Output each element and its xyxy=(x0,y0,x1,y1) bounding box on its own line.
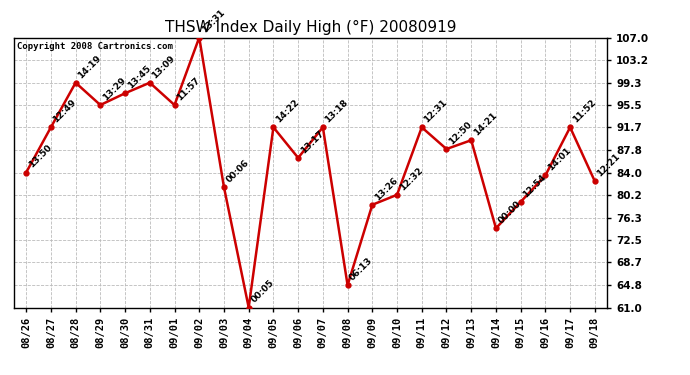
Text: 14:21: 14:21 xyxy=(472,111,498,138)
Text: 12:54: 12:54 xyxy=(521,172,548,199)
Text: 12:21: 12:21 xyxy=(595,152,622,178)
Text: 00:00: 00:00 xyxy=(497,199,523,225)
Title: THSW Index Daily High (°F) 20080919: THSW Index Daily High (°F) 20080919 xyxy=(165,20,456,35)
Text: 13:50: 13:50 xyxy=(27,143,53,170)
Text: 12:50: 12:50 xyxy=(447,120,473,146)
Text: 13:09: 13:09 xyxy=(150,53,177,80)
Text: 13:45: 13:45 xyxy=(126,64,152,90)
Text: 13:31: 13:31 xyxy=(200,8,226,35)
Text: 14:01: 14:01 xyxy=(546,146,573,172)
Text: Copyright 2008 Cartronics.com: Copyright 2008 Cartronics.com xyxy=(17,42,172,51)
Text: 00:05: 00:05 xyxy=(249,278,275,305)
Text: 12:49: 12:49 xyxy=(52,98,78,124)
Text: 12:31: 12:31 xyxy=(422,98,449,124)
Text: 13:26: 13:26 xyxy=(373,176,400,202)
Text: 13:17: 13:17 xyxy=(299,128,326,155)
Text: 06:13: 06:13 xyxy=(348,256,375,282)
Text: 11:52: 11:52 xyxy=(571,98,598,124)
Text: 00:06: 00:06 xyxy=(224,158,251,184)
Text: 11:57: 11:57 xyxy=(175,75,201,102)
Text: 12:32: 12:32 xyxy=(397,165,424,192)
Text: 13:29: 13:29 xyxy=(101,75,128,102)
Text: 14:19: 14:19 xyxy=(76,53,103,80)
Text: 14:22: 14:22 xyxy=(274,98,301,124)
Text: 13:18: 13:18 xyxy=(324,98,350,124)
